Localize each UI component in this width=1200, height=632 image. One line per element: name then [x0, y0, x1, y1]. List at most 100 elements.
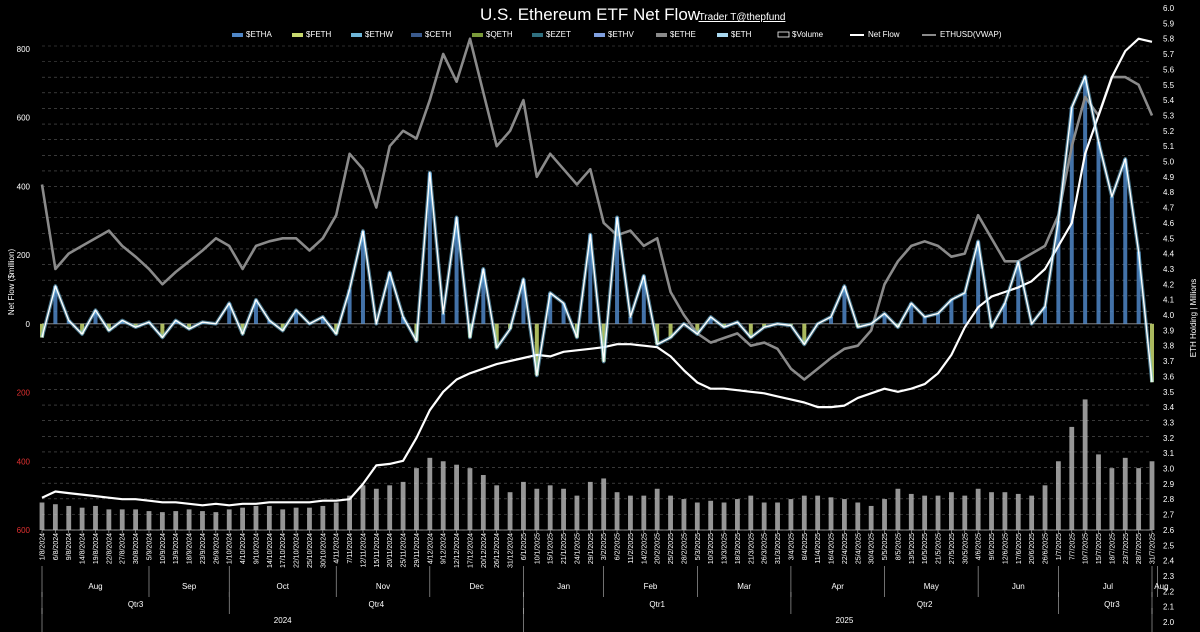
x-date-label: 26/3/2025: [762, 533, 769, 564]
volume-bar: [547, 485, 553, 530]
net-flow-bar: [320, 316, 325, 324]
y2-tick-label: 5.5: [1163, 81, 1175, 90]
volume-bar: [962, 495, 968, 530]
y2-tick-label: 2.5: [1163, 541, 1175, 550]
volume-bar: [1122, 457, 1128, 530]
y2-tick-label: 4.5: [1163, 234, 1175, 243]
volume-bar: [454, 464, 459, 530]
legend-item: $ETHE: [656, 30, 696, 39]
volume-bar: [895, 488, 901, 530]
y2-tick-label: 5.1: [1163, 142, 1175, 151]
y2-tick-label: 5.6: [1163, 65, 1175, 74]
quarter-label: Qtr1: [649, 600, 665, 609]
x-date-label: 15/1/2025: [548, 533, 555, 564]
y2-tick-label: 5.0: [1163, 158, 1175, 167]
volume-bar: [159, 512, 165, 530]
x-date-label: 21/5/2025: [936, 533, 943, 564]
x-date-label: 10/3/2025: [708, 533, 715, 564]
y-tick-label: 200: [17, 251, 31, 260]
net-flow-bar: [1016, 261, 1021, 324]
volume-bar: [39, 502, 45, 530]
x-date-label: 16/4/2025: [829, 533, 836, 564]
quarter-label: Qtr2: [917, 600, 933, 609]
legend-swatch: [411, 33, 422, 37]
net-flow-bar: [641, 275, 646, 324]
volume-bar: [948, 492, 954, 530]
volume-bar: [989, 492, 994, 530]
month-label: Mar: [737, 582, 751, 591]
x-date-label: 26/9/2024: [213, 533, 220, 564]
volume-bar: [654, 488, 660, 530]
net-flow-bar: [1096, 141, 1101, 324]
net-flow-bar: [748, 323, 753, 338]
net-flow-bar: [548, 292, 553, 324]
y2-tick-label: 4.9: [1163, 173, 1175, 182]
legend-label: $ETHA: [246, 30, 272, 39]
net-flow-bar: [360, 231, 365, 324]
volume-bar: [467, 468, 473, 530]
chart-title: U.S. Ethereum ETF Net Flow: [480, 5, 701, 24]
volume-bar: [186, 509, 192, 530]
x-date-label: 28/2/2025: [681, 533, 688, 564]
x-date-label: 1/8/2024: [40, 533, 47, 560]
legend-swatch: [656, 33, 667, 37]
volume-bar: [922, 495, 928, 530]
ethusd-vwap-line: [40, 37, 1154, 381]
legend-swatch: [232, 33, 243, 37]
net-flow-bar: [1043, 306, 1048, 324]
volume-bar: [173, 511, 179, 530]
x-date-label: 8/4/2025: [802, 533, 809, 560]
legend-swatch: [777, 31, 790, 38]
net-flow-bar: [922, 316, 927, 324]
volume-bar: [641, 495, 647, 530]
volume-bar: [1149, 461, 1155, 530]
x-date-label: 22/8/2024: [106, 533, 113, 564]
x-date-label: 31/3/2025: [775, 533, 782, 564]
quarter-label: Qtr3: [128, 600, 144, 609]
x-date-label: 11/2/2025: [628, 533, 635, 564]
volume-bar: [828, 497, 834, 530]
legend-swatch: [594, 33, 605, 37]
net-flow-bar: [1056, 220, 1061, 324]
net-flow-bar: [949, 299, 954, 324]
volume-bar: [868, 505, 874, 530]
x-date-label: 20/6/2025: [1029, 533, 1036, 564]
x-date-label: 20/2/2025: [655, 533, 662, 564]
volume-bar: [587, 481, 593, 530]
volume-bar: [574, 495, 580, 530]
volume-bar: [561, 488, 566, 530]
year-label: 2024: [274, 616, 292, 625]
y2-tick-label: 2.0: [1163, 618, 1175, 627]
x-date-label: 10/7/2025: [1083, 533, 1090, 564]
x-date-label: 9/6/2025: [989, 533, 996, 560]
x-date-label: 30/10/2024: [320, 533, 327, 568]
year-label: 2025: [836, 616, 854, 625]
x-date-label: 25/10/2024: [307, 533, 314, 568]
net-flow-bar: [615, 217, 620, 324]
legend-label: $EZET: [546, 30, 571, 39]
volume-bar: [842, 499, 847, 530]
volume-bar: [280, 509, 286, 530]
legend-item: $EZET: [532, 30, 571, 39]
month-label: Dec: [469, 582, 483, 591]
volume-bar: [440, 461, 446, 530]
net-flow-bar: [347, 289, 352, 324]
y2-tick-label: 6.0: [1163, 4, 1175, 13]
legend-item: $FETH: [292, 30, 332, 39]
x-date-label: 21/1/2025: [561, 533, 568, 564]
chart-credit[interactable]: Trader T@thepfund: [699, 12, 786, 23]
volume-bar: [628, 495, 633, 530]
net-flow-bar: [93, 310, 98, 324]
y2-tick-label: 5.7: [1163, 50, 1175, 59]
volume-bar: [614, 492, 620, 530]
net-flow-bar: [1083, 76, 1088, 324]
net-flow-bar: [829, 316, 834, 324]
month-label: Aug: [88, 582, 102, 591]
legend-item: $QETH: [472, 30, 513, 39]
y2-tick-label: 3.8: [1163, 342, 1175, 351]
x-date-label: 19/8/2024: [93, 533, 100, 564]
x-axis: 1/8/2024 6/8/2024 9/8/2024 14/8/2024 19/8/20…: [40, 529, 1169, 632]
x-date-label: 25/2/2025: [668, 533, 675, 564]
y2-tick-label: 3.9: [1163, 326, 1175, 335]
